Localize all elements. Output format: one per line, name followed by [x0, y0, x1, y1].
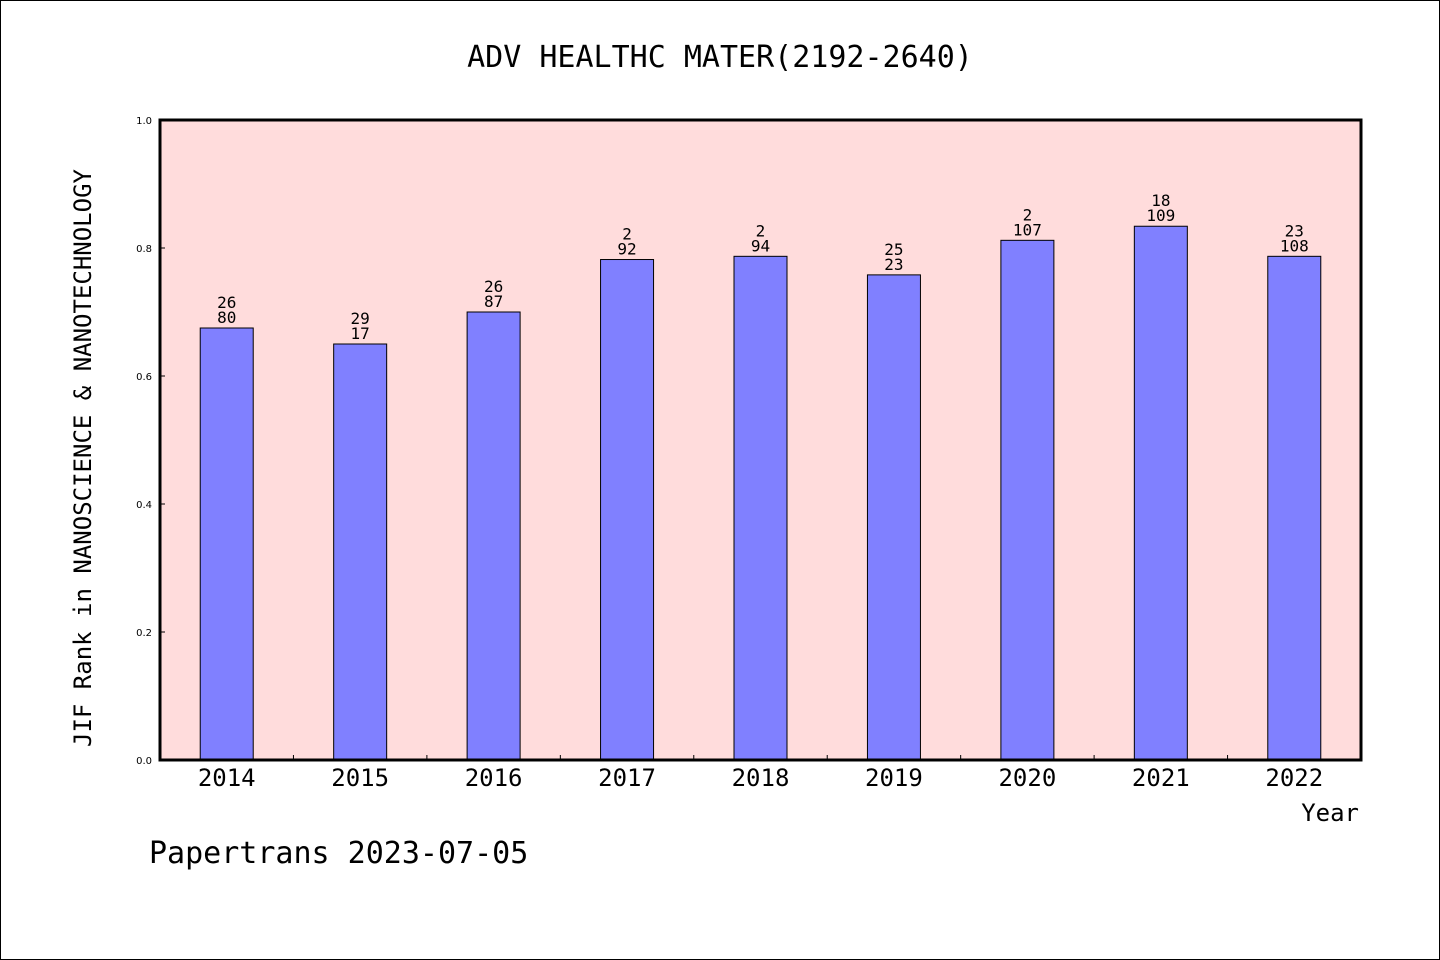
bar-label-bottom: 92: [617, 240, 636, 259]
x-tick-label: 2018: [732, 764, 790, 792]
bar-2015: [333, 343, 388, 761]
x-tick-label: 2021: [1132, 764, 1190, 792]
bar-label-bottom: 94: [751, 236, 770, 255]
bar-2020: [1000, 239, 1055, 761]
bar-2014: [199, 327, 254, 761]
bar-label-bottom: 17: [351, 324, 370, 343]
bar-2019: [866, 274, 921, 761]
x-tick-label: 2017: [598, 764, 656, 792]
bar-label-bottom: 80: [217, 308, 236, 327]
x-axis: 2014 2015 2016 2017 2018 2019 2020 2021 2022: [198, 755, 1323, 792]
x-tick-label: 2016: [465, 764, 523, 792]
y-tick-label: 1.0: [136, 116, 152, 127]
bar-label-bottom: 109: [1146, 206, 1175, 225]
x-axis-label: Year: [1301, 799, 1359, 827]
bar-label-top: 18: [1151, 191, 1170, 210]
bar-label-bottom: 107: [1013, 220, 1042, 239]
bar-label-bottom: 108: [1280, 236, 1309, 255]
x-tick-label: 2019: [865, 764, 923, 792]
bar-label-top: 26: [484, 277, 503, 296]
y-tick-label: 0.2: [136, 628, 152, 639]
bar-label-top: 29: [351, 309, 370, 328]
x-tick-label: 2022: [1265, 764, 1323, 792]
bar-2022: [1267, 255, 1322, 761]
bar-label-bottom: 23: [884, 255, 903, 274]
bar-label-top: 23: [1285, 221, 1304, 240]
bar-label-top: 2: [622, 225, 632, 244]
bar-2021: [1133, 225, 1188, 761]
x-tick-label: 2020: [998, 764, 1056, 792]
bar-label-top: 2: [1023, 205, 1033, 224]
bar-2017: [600, 259, 655, 761]
bar-2016: [466, 311, 521, 761]
y-tick-label: 0.8: [136, 244, 152, 255]
y-tick-label: 0.4: [136, 500, 152, 511]
y-tick-label: 0.6: [136, 372, 152, 383]
footer-text: Papertrans 2023-07-05: [149, 836, 528, 871]
x-tick-label: 2015: [331, 764, 389, 792]
plot-border: [158, 118, 1363, 762]
bar-label-bottom: 87: [484, 292, 503, 311]
x-tick-label: 2014: [198, 764, 256, 792]
bar-2018: [733, 255, 788, 761]
y-axis-label: JIF Rank in NANOSCIENCE & NANOTECHNOLOGY: [69, 168, 97, 747]
chart-title: ADV HEALTHC MATER(2192-2640): [467, 40, 973, 75]
bar-label-top: 25: [884, 240, 903, 259]
bar-label-top: 2: [756, 221, 766, 240]
bar-label-top: 26: [217, 293, 236, 312]
y-tick-label: 0.0: [136, 756, 152, 767]
